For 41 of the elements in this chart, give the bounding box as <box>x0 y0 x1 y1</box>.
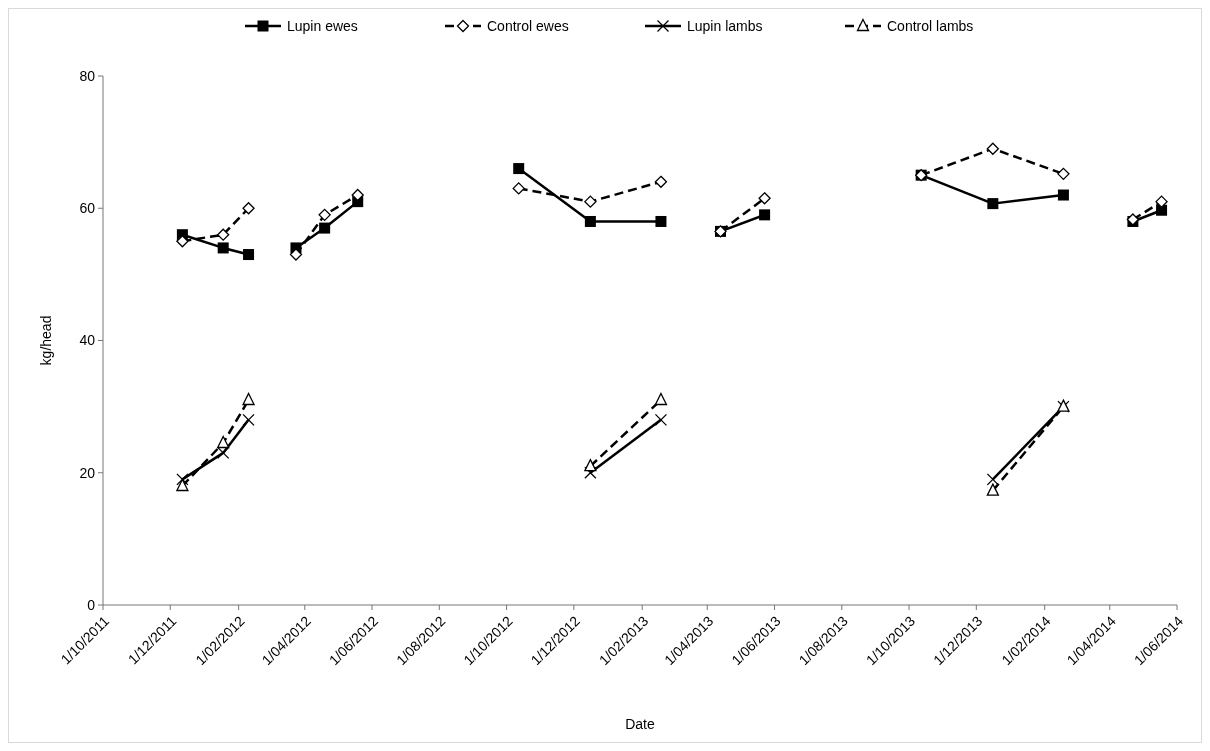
point <box>986 142 999 155</box>
point <box>513 163 525 175</box>
point <box>217 242 229 254</box>
point <box>987 198 999 210</box>
point <box>1155 195 1168 208</box>
point <box>584 195 597 208</box>
point <box>217 446 230 460</box>
legend-label: Control lambs <box>887 17 974 34</box>
legend-label: Lupin ewes <box>287 17 358 34</box>
point <box>217 228 230 241</box>
point <box>654 413 668 426</box>
point <box>176 473 189 486</box>
point <box>243 249 255 261</box>
point <box>758 192 771 205</box>
point <box>654 175 668 188</box>
y-tick-label: 80 <box>79 67 96 84</box>
point <box>242 392 255 406</box>
point <box>176 235 189 248</box>
point <box>655 215 667 227</box>
y-tick-label: 40 <box>79 332 96 349</box>
point <box>584 215 596 227</box>
point <box>217 435 230 449</box>
y-axis-title: kg/head <box>38 315 54 366</box>
legend-label: Lupin lambs <box>687 17 763 34</box>
point <box>351 188 364 202</box>
point <box>318 208 331 222</box>
point <box>1057 189 1069 201</box>
legend-label: Control ewes <box>487 17 569 34</box>
y-tick-label: 60 <box>79 200 96 217</box>
y-tick-label: 20 <box>79 464 96 481</box>
point <box>512 182 525 195</box>
point <box>176 478 189 492</box>
x-axis-title: Date <box>625 716 655 732</box>
point <box>1057 167 1070 181</box>
point <box>242 413 255 426</box>
point <box>1156 204 1168 216</box>
y-tick-label: 0 <box>87 596 96 613</box>
point <box>319 222 331 234</box>
point <box>759 209 771 221</box>
point <box>289 248 303 261</box>
point <box>242 202 255 215</box>
